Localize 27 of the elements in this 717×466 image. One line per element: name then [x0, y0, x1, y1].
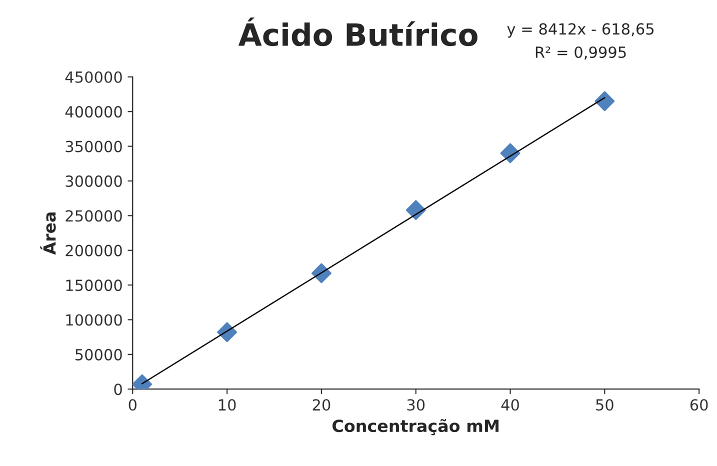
x-tick-label: 20: [312, 399, 330, 411]
point: [594, 91, 615, 112]
y-tick-label: 450000: [65, 71, 122, 83]
y-tick-label: 50000: [76, 348, 122, 360]
text: R² = 0,9995: [536, 46, 626, 60]
x-tick-label: 0: [128, 399, 136, 411]
y-tick-label: 300000: [66, 175, 122, 187]
x-tick-label: 10: [219, 399, 236, 411]
point: [406, 200, 426, 220]
x-axis-title: Concentração mM: [332, 418, 498, 436]
y-tick-label: 200000: [66, 244, 122, 256]
y-tick-label: 250000: [66, 210, 122, 222]
x-tick-label: 60: [690, 399, 708, 411]
y-tick-label: 0: [114, 384, 122, 396]
point: [500, 143, 520, 164]
x-tick-label: 40: [501, 399, 519, 411]
y-tick-label: 100000: [66, 314, 122, 326]
x-tick-label: 30: [407, 399, 425, 411]
text: y = 8412x - 618,65: [507, 23, 654, 38]
chart-title: Ácido Butírico: [238, 17, 478, 46]
y-tick-label: 150000: [66, 280, 122, 292]
y-tick-label: 350000: [66, 140, 122, 152]
point: [311, 263, 332, 284]
point: [217, 322, 238, 342]
y-tick-label: 400000: [65, 106, 122, 118]
x-tick-label: 50: [596, 399, 614, 411]
y-axis-title: Área: [40, 212, 56, 255]
